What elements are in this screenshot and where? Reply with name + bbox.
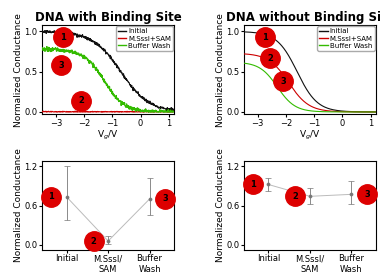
Text: 2: 2 — [292, 192, 298, 201]
Text: 3: 3 — [280, 77, 286, 86]
Y-axis label: Normalized Conductance: Normalized Conductance — [14, 13, 23, 127]
Text: 1: 1 — [48, 192, 54, 202]
Text: 3: 3 — [58, 61, 64, 70]
X-axis label: V$_g$/V: V$_g$/V — [97, 129, 119, 142]
Text: 1: 1 — [60, 33, 66, 42]
X-axis label: V$_g$/V: V$_g$/V — [299, 129, 321, 142]
Text: 2: 2 — [268, 54, 273, 63]
Text: 1: 1 — [250, 180, 256, 189]
Text: 3: 3 — [163, 194, 168, 203]
Title: DNA without Binding Site: DNA without Binding Site — [226, 11, 380, 24]
Y-axis label: Normalized Conductance: Normalized Conductance — [14, 148, 23, 262]
Text: 1: 1 — [262, 33, 268, 42]
Text: 2: 2 — [78, 96, 84, 105]
Text: 2: 2 — [91, 237, 97, 245]
Title: DNA with Binding Site: DNA with Binding Site — [35, 11, 182, 24]
Y-axis label: Normalized Conductance: Normalized Conductance — [216, 13, 225, 127]
Text: 3: 3 — [364, 190, 370, 199]
Legend: Initial, M.SssI+SAM, Buffer Wash: Initial, M.SssI+SAM, Buffer Wash — [116, 26, 173, 51]
Y-axis label: Normalized Conductance: Normalized Conductance — [216, 148, 225, 262]
Legend: Initial, M.SssI+SAM, Buffer Wash: Initial, M.SssI+SAM, Buffer Wash — [317, 26, 375, 51]
